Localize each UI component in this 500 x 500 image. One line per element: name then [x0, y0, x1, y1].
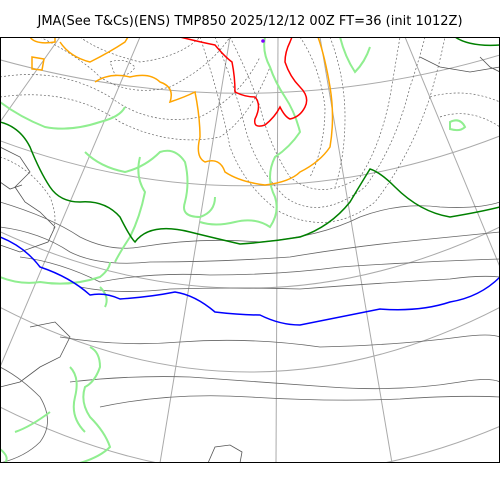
chart-title: JMA(See T&Cs)(ENS) TMP850 2025/12/12 00Z… [37, 14, 463, 29]
contour-line [439, 113, 500, 128]
map-panel [0, 37, 500, 463]
coastline [479, 56, 500, 73]
green-line [79, 346, 112, 463]
latitude-line [0, 54, 500, 94]
longitude-line [275, 37, 279, 463]
contour-line [0, 156, 56, 238]
precip-green-lines [0, 37, 467, 463]
contour-line [79, 275, 500, 292]
coastlines [0, 56, 500, 463]
contour-line [0, 366, 48, 463]
coastline [0, 321, 71, 388]
contour-line [79, 37, 201, 63]
isotherm-dark-green [454, 37, 500, 47]
marker-point [261, 39, 265, 43]
latitude-line [0, 135, 500, 187]
isotherm-blue [0, 236, 500, 326]
isotherm-orange [29, 37, 56, 44]
contour-line [0, 226, 500, 264]
isotherm-orange [94, 37, 334, 186]
weather-map [0, 37, 500, 463]
isotherm-orange [59, 37, 129, 63]
contour-line [99, 395, 500, 408]
green-line [69, 366, 86, 433]
green-line [339, 37, 371, 74]
isotherm-dark-green [0, 121, 500, 245]
contour-line [214, 37, 426, 208]
green-line [99, 286, 108, 308]
contour-line [429, 92, 500, 103]
green-line [199, 37, 302, 229]
temperature-isotherms [0, 37, 500, 326]
contour-line [59, 334, 500, 348]
dotted-contours [0, 37, 500, 238]
longitude-line [404, 37, 500, 268]
contour-line [19, 256, 500, 283]
coastline [0, 181, 23, 190]
contour-line [299, 37, 326, 178]
contour-line [0, 56, 261, 120]
isotherm-red [179, 37, 308, 127]
coastline [207, 444, 243, 463]
green-line [84, 149, 216, 219]
latitude-line [0, 406, 500, 463]
contour-line [69, 376, 500, 390]
coastline [419, 56, 500, 73]
green-line [0, 101, 126, 130]
contour-line [0, 66, 271, 141]
contour-line [229, 37, 401, 190]
isotherm-orange [31, 56, 45, 71]
green-line [0, 448, 8, 463]
longitude-line [159, 37, 231, 463]
contour-line [329, 37, 346, 188]
contour-line [39, 37, 231, 91]
coastline [0, 146, 56, 253]
green-line [114, 156, 147, 263]
contour-line [199, 37, 446, 223]
green-line [14, 411, 51, 433]
latitude-line [0, 306, 500, 373]
longitude-line [0, 37, 141, 368]
green-line [449, 119, 467, 132]
green-line [0, 261, 111, 285]
